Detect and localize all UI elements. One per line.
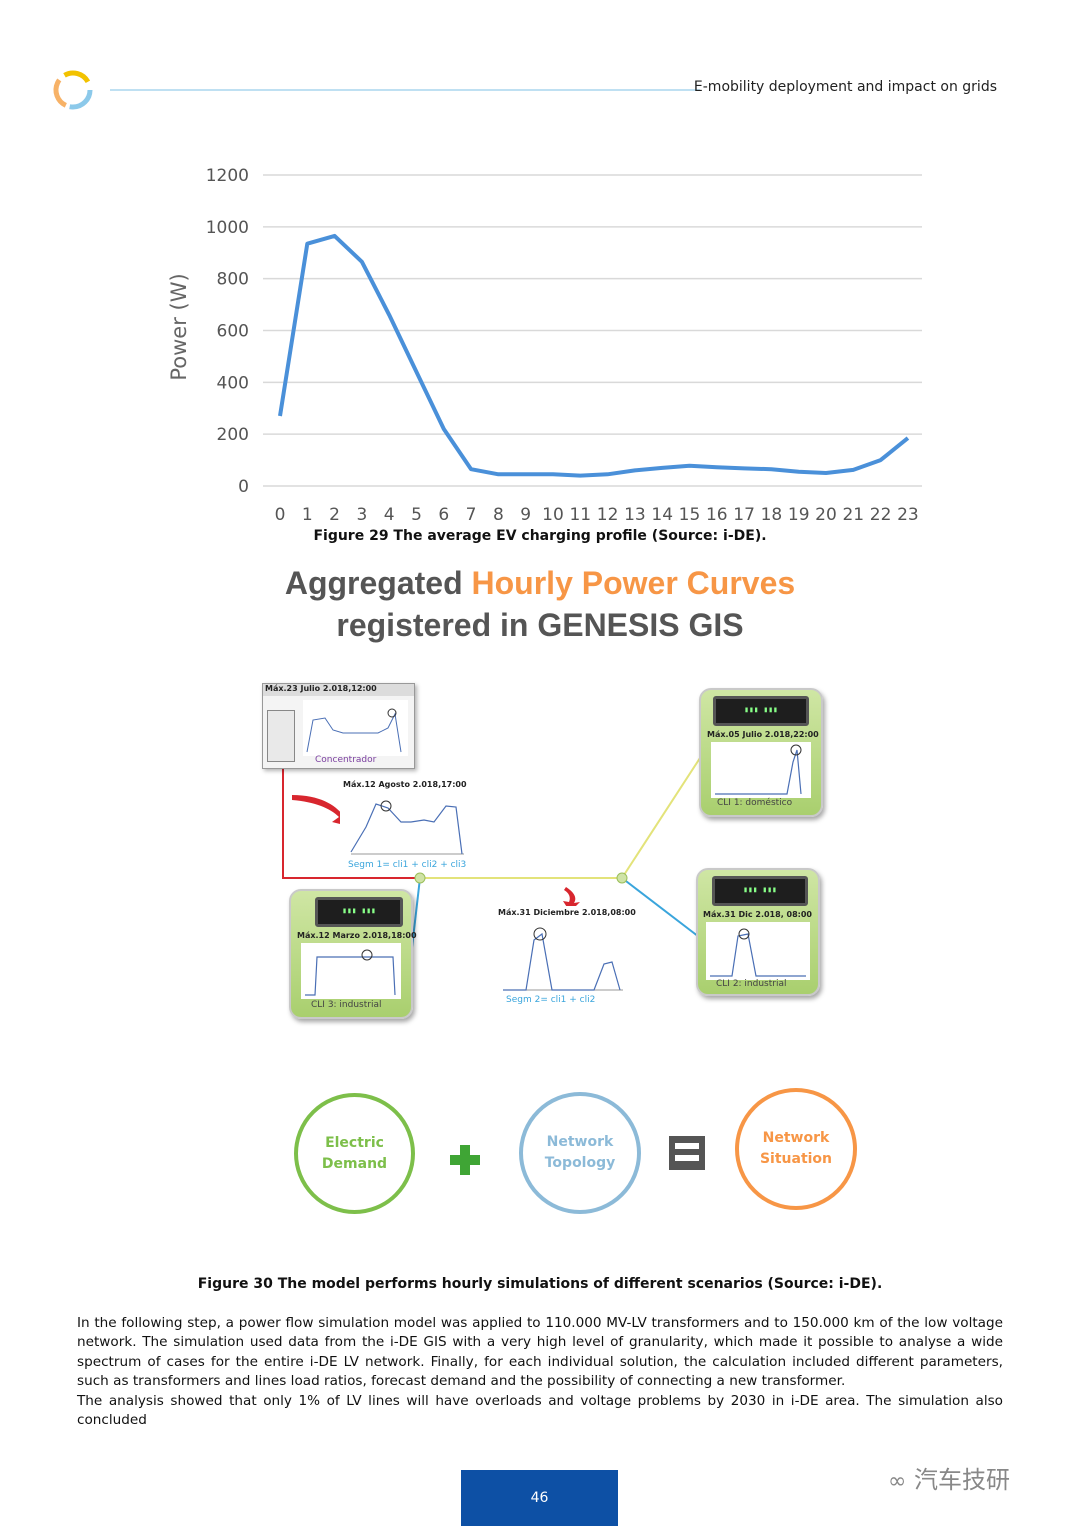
- x-tick-label: 15: [679, 505, 701, 525]
- page-number: 46: [461, 1470, 618, 1526]
- x-tick-label: 12: [597, 505, 619, 525]
- x-tick-label: 3: [356, 505, 367, 525]
- series-line: [278, 233, 910, 478]
- x-tick-label: 13: [624, 505, 646, 525]
- x-tick-label: 18: [761, 505, 783, 525]
- x-tick-label: 21: [842, 505, 864, 525]
- y-tick-label: 600: [217, 322, 249, 342]
- x-tick-label: 6: [438, 505, 449, 525]
- concentrator-mini-chart: [303, 700, 408, 756]
- paragraph-2: The analysis showed that only 1% of LV l…: [77, 1392, 1003, 1429]
- electric-demand-circle: Electric Demand: [294, 1093, 415, 1214]
- cli3-label: CLI 3: industrial: [311, 1000, 382, 1010]
- cli2-mini-chart: [706, 922, 810, 980]
- circle2-line1: Network: [546, 1134, 614, 1150]
- headline-line-2: registered in GENESIS GIS: [336, 607, 744, 643]
- x-tick-label: 16: [706, 505, 728, 525]
- header-title: E-mobility deployment and impact on grid…: [693, 79, 997, 95]
- x-tick-label: 11: [569, 505, 591, 525]
- wechat-icon: ∞: [888, 1469, 907, 1494]
- y-tick-label: 1200: [206, 166, 249, 186]
- segm2-mini-chart: [503, 927, 623, 991]
- segm1-mini-chart: [350, 800, 464, 855]
- circle2-line2: Topology: [544, 1155, 616, 1171]
- cli1-label: CLI 1: doméstico: [717, 798, 793, 808]
- x-tick-label: 23: [897, 505, 919, 525]
- segm1-panel: Máx.12 Agosto 2.018,17:00 Segm 1= cli1 +…: [340, 778, 468, 870]
- cli2-title: Máx.31 Dic 2.018, 08:00: [703, 910, 812, 919]
- concentrator-cabinet: [267, 710, 295, 762]
- cli2-meter: ▮▮▮ ▮▮▮ Máx.31 Dic 2.018, 08:00 CLI 2: i…: [696, 868, 820, 996]
- y-tick-label: 200: [217, 425, 249, 445]
- figure-29-caption: Figure 29 The average EV charging profil…: [313, 528, 767, 544]
- network-situation-circle: Network Situation: [735, 1088, 857, 1210]
- figure-30-caption: Figure 30 The model performs hourly simu…: [197, 1276, 883, 1292]
- plus-icon: [450, 1145, 480, 1175]
- cli3-display: ▮▮▮ ▮▮▮: [315, 897, 403, 927]
- x-tick-label: 14: [651, 505, 673, 525]
- segm2-panel: Máx.31 Diciembre 2.018,08:00 Segm 2= cli…: [492, 906, 636, 1006]
- figure-30-headline: Aggregated Hourly Power Curves registere…: [0, 562, 1080, 646]
- circle3-line2: Situation: [759, 1151, 833, 1167]
- segm2-label: Segm 2= cli1 + cli2: [506, 995, 596, 1005]
- x-tick-label: 8: [493, 505, 504, 525]
- x-tick-label: 19: [788, 505, 810, 525]
- concentrator-card: Máx.23 Julio 2.018,12:00 Concentrador: [262, 683, 415, 769]
- circle1-line2: Demand: [321, 1155, 388, 1172]
- x-tick-label: 1: [302, 505, 313, 525]
- network-lines: [277, 742, 704, 966]
- y-axis-label: Power (W): [167, 273, 191, 380]
- x-tick-label: 4: [384, 505, 395, 525]
- cli2-label: CLI 2: industrial: [716, 979, 787, 989]
- ring-logo-icon: [53, 70, 93, 110]
- network-topology-circle: Network Topology: [519, 1092, 641, 1214]
- x-tick-label: 9: [520, 505, 531, 525]
- x-tick-label: 10: [542, 505, 564, 525]
- y-tick-label: 0: [238, 477, 249, 497]
- segm1-label: Segm 1= cli1 + cli2 + cli3: [348, 860, 467, 870]
- cli2-display: ▮▮▮ ▮▮▮: [712, 876, 808, 906]
- cli1-meter: ▮▮▮ ▮▮▮ Máx.05 Julio 2.018,22:00 CLI 1: …: [699, 688, 823, 817]
- x-tick-label: 22: [870, 505, 892, 525]
- concentrator-title: Máx.23 Julio 2.018,12:00: [263, 684, 414, 696]
- x-tick-label: 2: [329, 505, 340, 525]
- circle1-line1: Electric: [325, 1134, 384, 1151]
- headline-highlight: Hourly Power Curves: [471, 565, 796, 601]
- x-tick-label: 20: [815, 505, 837, 525]
- cli1-title: Máx.05 Julio 2.018,22:00: [707, 730, 819, 739]
- segm2-title: Máx.31 Diciembre 2.018,08:00: [498, 908, 636, 917]
- headline-part-1: Aggregated: [284, 565, 472, 601]
- watermark-text: 汽车技研: [913, 1466, 1010, 1494]
- circle3-line1: Network: [762, 1130, 830, 1146]
- cli3-title: Máx.12 Marzo 2.018,18:00: [297, 931, 417, 940]
- paragraph-1: In the following step, a power flow simu…: [77, 1315, 1003, 1390]
- x-tick-label: 7: [466, 505, 477, 525]
- y-tick-label: 400: [217, 373, 249, 393]
- cli1-display: ▮▮▮ ▮▮▮: [713, 696, 809, 726]
- body-text: In the following step, a power flow simu…: [77, 1314, 1003, 1430]
- cli3-mini-chart: [301, 943, 401, 999]
- cli3-meter: ▮▮▮ ▮▮▮ Máx.12 Marzo 2.018,18:00 CLI 3: …: [289, 889, 417, 1019]
- concentrator-label: Concentrador: [315, 755, 377, 765]
- y-tick-label: 1000: [206, 218, 249, 238]
- y-tick-label: 800: [217, 270, 249, 290]
- x-tick-label: 17: [733, 505, 755, 525]
- equals-icon: [669, 1136, 705, 1170]
- x-tick-label: 5: [411, 505, 422, 525]
- cli1-mini-chart: [711, 742, 811, 798]
- header-rule: [110, 89, 700, 91]
- segm1-title: Máx.12 Agosto 2.018,17:00: [343, 780, 467, 789]
- watermark: ∞ 汽车技研: [888, 1460, 1010, 1495]
- x-tick-label: 0: [275, 505, 286, 525]
